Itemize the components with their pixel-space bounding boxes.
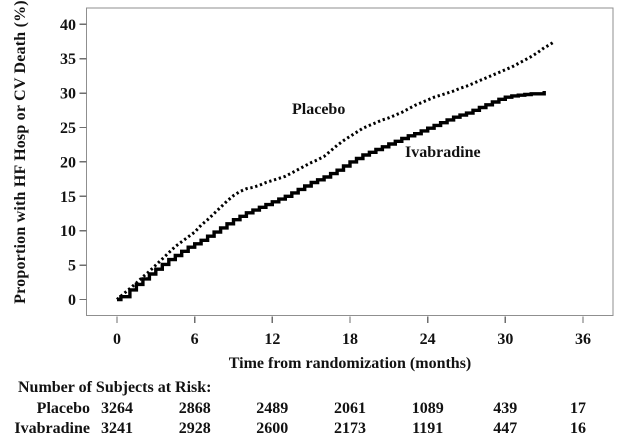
y-tick-label: 5 [68,258,76,275]
x-tick-label: 0 [113,331,121,348]
x-tick-label: 24 [420,331,436,348]
y-axis-title: Proportion with HF Hosp or CV Death (%) [12,0,29,304]
x-tick-label: 6 [191,331,199,348]
x-tick-label: 18 [342,331,358,348]
risk-value: 1191 [412,420,444,437]
placebo-curve-label: Placebo [292,101,346,118]
risk-row-ivabradine: Ivabradine 3241 2928 2600 2173 1191 447 … [0,420,624,438]
y-tick-label: 30 [60,86,76,103]
risk-value: 2061 [334,400,366,417]
risk-table-title: Number of Subjects at Risk: [18,379,212,396]
ivabradine-curve [117,91,546,302]
risk-value: 439 [493,400,518,417]
y-axis: 0 5 10 15 20 25 30 35 40 [60,17,87,309]
x-axis: 0 6 12 18 24 30 36 [113,316,591,348]
y-tick-label: 20 [60,154,76,171]
x-axis-title: Time from randomization (months) [228,355,472,372]
y-tick-label: 35 [60,51,76,68]
risk-value: 1089 [411,400,444,417]
risk-value: 2600 [256,420,289,437]
risk-value: 2489 [256,400,289,417]
y-tick-label: 25 [60,120,76,137]
risk-value: 3241 [101,420,133,437]
x-tick-label: 30 [497,331,513,348]
risk-value: 17 [570,400,586,417]
risk-row-placebo: Placebo 3264 2868 2489 2061 1089 439 17 [0,400,624,418]
risk-value: 2173 [334,420,366,437]
risk-value: 447 [493,420,518,437]
y-tick-label: 40 [60,17,76,34]
y-tick-label: 15 [60,189,76,206]
risk-row-label: Ivabradine [14,420,90,437]
risk-row-label: Placebo [36,400,90,417]
x-tick-label: 12 [264,331,280,348]
risk-value: 16 [570,420,586,437]
risk-value: 3264 [101,400,133,417]
y-tick-label: 10 [60,223,76,240]
y-tick-label: 0 [68,292,76,309]
risk-value: 2868 [178,400,211,417]
risk-value: 2928 [178,420,211,437]
ivabradine-curve-label: Ivabradine [405,144,481,161]
x-tick-label: 36 [575,331,591,348]
